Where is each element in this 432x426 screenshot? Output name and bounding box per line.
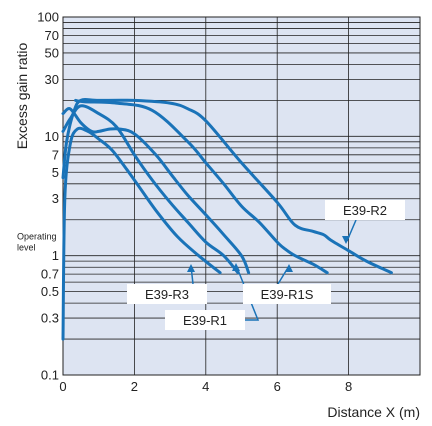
callout-label-e39-r3: E39-R3 — [145, 287, 189, 302]
callout-label-e39-r1s: E39-R1S — [261, 287, 314, 302]
x-axis-title: Distance X (m) — [327, 404, 420, 420]
y-tick-label: 30 — [45, 72, 59, 87]
y-tick-label: 70 — [45, 28, 59, 43]
axis-layer: 0 2 4 6 8 0.1 0.3 0.5 0.7 1 3 5 7 10 30 50 70 100 Distance… — [14, 10, 420, 421]
callout-box-e39-r2 — [325, 200, 405, 220]
callout-label-e39-r1: E39-R1 — [183, 313, 227, 328]
x-tick-label: 6 — [274, 379, 281, 394]
y-tick-label: 3 — [52, 191, 59, 206]
callout-box-e39-r3 — [127, 284, 207, 304]
y-tick-label: 0.1 — [41, 368, 59, 383]
leader-e39-r1 — [235, 264, 260, 321]
leader-arrow-e39-r1 — [232, 263, 240, 271]
series-line-e39-r3 — [61, 126, 222, 341]
y-tick-label: 10 — [45, 129, 59, 144]
y-tick-label: 7 — [52, 147, 59, 162]
y-tick-label: 100 — [37, 10, 59, 25]
operating-level-line1: Operating — [17, 232, 57, 242]
leader-arrow-e39-r2 — [342, 236, 350, 244]
callout-label-e39-r2: E39-R2 — [343, 203, 387, 218]
operating-level-label: Operating level — [17, 232, 57, 253]
y-tick-label: 0.3 — [41, 311, 59, 326]
series-line-e39-r1s — [61, 107, 251, 275]
y-tick-label: 1 — [52, 248, 59, 263]
x-tick-label: 8 — [345, 379, 352, 394]
leader-arrow-e39-r1s — [285, 264, 293, 272]
y-tick-label: 0.7 — [41, 267, 59, 282]
x-tick-label: 4 — [202, 379, 209, 394]
y-tick-label: 50 — [45, 45, 59, 60]
series-line-e39-r2-upper — [74, 98, 329, 275]
y-tick-label: 5 — [52, 165, 59, 180]
callout-box-e39-r1s — [243, 284, 331, 304]
y-axis-title: Excess gain ratio — [14, 42, 30, 149]
x-tick-label: 0 — [59, 379, 66, 394]
operating-level-line2: level — [17, 243, 36, 253]
x-tick-label: 2 — [131, 379, 138, 394]
callout-layer: E39-R3 E39-R1 E39-R1S E39-R2 — [127, 200, 405, 330]
series-line-e39-r1 — [61, 104, 240, 275]
callout-box-e39-r1 — [165, 310, 245, 330]
series-layer — [61, 98, 393, 341]
leader-arrow-e39-r3 — [187, 264, 195, 272]
y-tick-label: 0.5 — [41, 284, 59, 299]
